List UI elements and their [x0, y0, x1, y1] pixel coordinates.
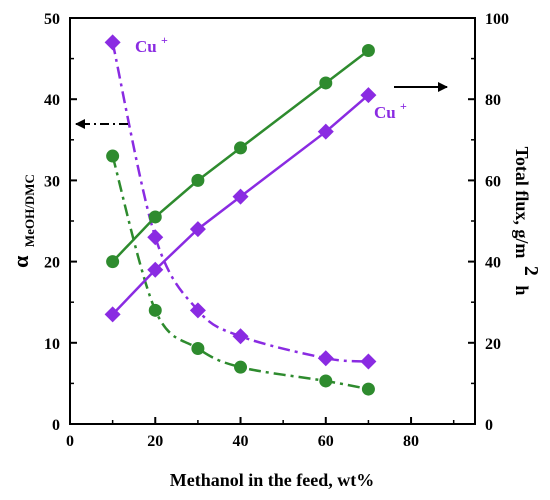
cu-label-right: Cu + — [374, 99, 407, 122]
series-2-circle-point — [361, 382, 375, 396]
ticks-layer: 0 20 40 60 80 0 10 20 30 40 50 0 20 40 60 80 100 — [44, 11, 509, 450]
y-right-tick-label: 0 — [485, 417, 493, 434]
series-layer — [104, 34, 377, 396]
series-2-circle-point — [191, 341, 205, 355]
cu-label-right-sup: + — [400, 99, 407, 113]
series-3-diamond-point — [317, 123, 334, 140]
y-right-axis-label-main: Total flux, g/m — [512, 147, 532, 259]
series-3-diamond-point — [360, 87, 377, 104]
series-2-circle-point — [148, 303, 162, 317]
cu-label-left: Cu + — [135, 33, 168, 56]
series-4-circle-point — [106, 255, 120, 269]
series-1-diamond-point — [104, 34, 121, 51]
series-1-diamond-point — [360, 353, 377, 370]
y-right-axis-label-sup: 2 — [520, 266, 542, 276]
series-line-3 — [111, 94, 370, 316]
y-left-axis-title: α MeOH/DMC — [8, 174, 37, 268]
x-tick-label: 40 — [233, 433, 249, 450]
series-2-circle-point — [234, 360, 248, 374]
series-4-circle-point — [234, 141, 248, 155]
series-1-diamond-point — [189, 302, 206, 319]
y-left-tick-label: 10 — [44, 336, 60, 353]
x-axis-title: Methanol in the feed, wt% — [170, 470, 374, 490]
y-left-axis-symbol: α — [8, 255, 33, 268]
y-left-tick-label: 20 — [44, 255, 60, 272]
x-tick-label: 0 — [66, 433, 74, 450]
series-3-diamond-point — [104, 306, 121, 323]
y-right-tick-label: 100 — [485, 11, 509, 28]
series-2-circle-point — [106, 149, 120, 163]
y-left-tick-label: 0 — [52, 417, 60, 434]
y-right-tick-label: 60 — [485, 173, 501, 190]
series-1-diamond-point — [147, 229, 164, 246]
series-2-circle-point — [319, 374, 333, 388]
y-left-tick-label: 30 — [44, 173, 60, 190]
series-3-diamond-point — [189, 221, 206, 238]
cu-label-right-main: Cu — [374, 103, 396, 122]
x-tick-label: 80 — [403, 433, 419, 450]
series-3-diamond-point — [147, 261, 164, 278]
series-4-circle-point — [319, 76, 333, 90]
x-tick-label: 20 — [147, 433, 163, 450]
y-right-tick-label: 80 — [485, 92, 501, 109]
series-3-diamond-point — [232, 188, 249, 205]
y-right-tick-label: 40 — [485, 255, 501, 272]
y-right-axis-label-tail: h — [512, 285, 532, 295]
series-1-diamond-point — [232, 328, 249, 345]
series-4-circle-point — [191, 173, 205, 187]
y-right-axis-title: Total flux, g/m 2 h — [512, 147, 542, 296]
series-4-circle-point — [148, 210, 162, 224]
series-4-circle-point — [361, 43, 375, 57]
y-left-tick-label: 40 — [44, 92, 60, 109]
series-line-4 — [111, 49, 370, 263]
x-tick-label: 60 — [318, 433, 334, 450]
series-1-diamond-point — [317, 350, 334, 367]
y-left-tick-label: 50 — [44, 11, 60, 28]
cu-label-left-sup: + — [161, 33, 168, 47]
plot-frame — [69, 17, 476, 425]
y-left-axis-subscript: MeOH/DMC — [22, 174, 37, 247]
cu-label-left-main: Cu — [135, 37, 157, 56]
y-right-tick-label: 20 — [485, 336, 501, 353]
